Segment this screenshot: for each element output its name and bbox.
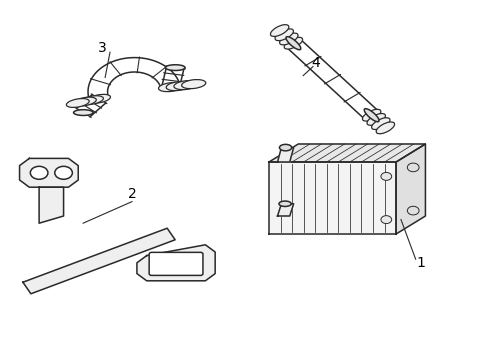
Ellipse shape bbox=[66, 99, 89, 107]
Ellipse shape bbox=[284, 37, 302, 49]
Polygon shape bbox=[137, 245, 215, 281]
Ellipse shape bbox=[165, 65, 184, 71]
Ellipse shape bbox=[362, 109, 380, 121]
Polygon shape bbox=[277, 204, 293, 216]
Polygon shape bbox=[277, 148, 293, 162]
Ellipse shape bbox=[181, 80, 205, 89]
Ellipse shape bbox=[364, 109, 378, 122]
Polygon shape bbox=[268, 162, 395, 234]
Text: 1: 1 bbox=[415, 256, 424, 270]
Ellipse shape bbox=[87, 94, 110, 103]
Polygon shape bbox=[395, 144, 425, 234]
Ellipse shape bbox=[366, 113, 385, 125]
Text: 2: 2 bbox=[127, 188, 136, 201]
Text: 3: 3 bbox=[98, 41, 107, 54]
Text: 4: 4 bbox=[310, 56, 319, 70]
Circle shape bbox=[407, 163, 418, 172]
Ellipse shape bbox=[278, 201, 291, 207]
Polygon shape bbox=[268, 144, 425, 162]
Ellipse shape bbox=[174, 81, 198, 90]
Ellipse shape bbox=[158, 82, 183, 92]
Ellipse shape bbox=[279, 33, 297, 45]
Ellipse shape bbox=[274, 29, 293, 41]
Ellipse shape bbox=[285, 37, 300, 50]
Circle shape bbox=[55, 166, 72, 179]
Circle shape bbox=[380, 172, 391, 180]
Ellipse shape bbox=[371, 118, 389, 130]
FancyBboxPatch shape bbox=[149, 252, 203, 275]
Ellipse shape bbox=[375, 122, 394, 134]
Circle shape bbox=[407, 206, 418, 215]
Ellipse shape bbox=[166, 82, 190, 91]
Ellipse shape bbox=[73, 110, 93, 116]
Ellipse shape bbox=[270, 24, 288, 36]
Ellipse shape bbox=[73, 97, 96, 106]
Polygon shape bbox=[23, 228, 175, 294]
Circle shape bbox=[380, 216, 391, 224]
Ellipse shape bbox=[279, 144, 291, 151]
Polygon shape bbox=[20, 158, 78, 187]
Circle shape bbox=[30, 166, 48, 179]
Polygon shape bbox=[39, 187, 63, 223]
Ellipse shape bbox=[81, 96, 103, 105]
